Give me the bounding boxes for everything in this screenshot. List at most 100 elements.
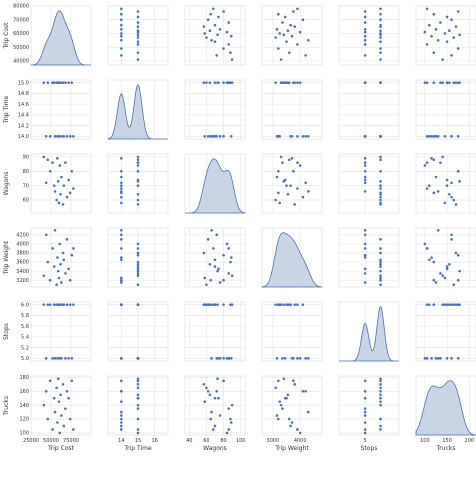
scatter-point bbox=[120, 18, 123, 22]
scatter-point bbox=[72, 303, 75, 306]
scatter-point bbox=[282, 303, 286, 306]
x-tick-label: 15 bbox=[135, 438, 141, 444]
scatter-point bbox=[363, 389, 367, 393]
y-tick-label: 4200 bbox=[16, 233, 29, 239]
scatter-point bbox=[62, 424, 66, 428]
x-axis-label: Stops bbox=[361, 445, 378, 452]
scatter-point bbox=[379, 396, 382, 400]
scatter-point bbox=[432, 12, 436, 16]
scatter-point bbox=[434, 357, 438, 360]
scatter-point bbox=[120, 417, 123, 421]
scatter-point bbox=[432, 51, 436, 54]
scatter-point bbox=[379, 383, 382, 386]
scatter-point bbox=[120, 157, 123, 160]
scatter-point bbox=[216, 269, 219, 273]
scatter-point bbox=[289, 424, 292, 428]
scatter-point bbox=[428, 184, 431, 187]
scatter-point bbox=[51, 161, 54, 164]
scatter-point bbox=[206, 18, 210, 22]
scatter-point bbox=[363, 43, 367, 46]
scatter-point bbox=[439, 161, 442, 164]
scatter-point bbox=[379, 29, 382, 32]
scatter-point bbox=[136, 407, 140, 410]
scatter-point bbox=[68, 417, 72, 421]
scatter-point bbox=[363, 54, 367, 57]
kde-wagons bbox=[185, 158, 246, 214]
panel-frame bbox=[415, 79, 476, 140]
scatter-point bbox=[304, 135, 307, 138]
scatter-point bbox=[136, 203, 140, 206]
scatter-point bbox=[283, 15, 287, 19]
scatter-point bbox=[379, 40, 382, 43]
scatter-point bbox=[379, 195, 382, 199]
scatter-point bbox=[379, 58, 382, 61]
scatter-point bbox=[443, 201, 447, 205]
x-axis-label: Trip Cost bbox=[47, 445, 75, 452]
y-axis-label: Stops bbox=[3, 323, 10, 340]
scatter-point bbox=[120, 389, 123, 393]
scatter-point bbox=[136, 269, 140, 273]
scatter-point bbox=[52, 184, 56, 187]
scatter-point bbox=[379, 389, 382, 393]
panel-frame bbox=[261, 79, 323, 140]
scatter-point bbox=[227, 21, 231, 24]
scatter-point bbox=[51, 428, 54, 431]
scatter-point bbox=[277, 417, 280, 421]
panel-wagons-vs-trucks bbox=[415, 153, 476, 214]
scatter-point bbox=[441, 274, 444, 277]
panel-frame bbox=[338, 227, 400, 288]
scatter-point bbox=[205, 81, 208, 84]
scatter-point bbox=[441, 155, 444, 159]
scatter-point bbox=[363, 421, 367, 424]
scatter-point bbox=[120, 233, 123, 237]
scatter-point bbox=[436, 135, 440, 138]
scatter-point bbox=[363, 169, 367, 173]
scatter-point bbox=[205, 386, 208, 390]
scatter-point bbox=[229, 135, 233, 138]
scatter-point bbox=[136, 198, 140, 202]
scatter-point bbox=[120, 414, 123, 417]
scatter-point bbox=[456, 278, 460, 282]
scatter-point bbox=[296, 7, 299, 11]
scatter-point bbox=[46, 158, 50, 162]
y-tick-label: 70 bbox=[23, 183, 29, 189]
scatter-point bbox=[304, 181, 307, 185]
scatter-point bbox=[292, 357, 295, 360]
scatter-point bbox=[62, 135, 66, 138]
scatter-point bbox=[203, 276, 207, 280]
kde-trucks bbox=[415, 380, 476, 436]
scatter-point bbox=[217, 267, 220, 271]
scatter-point bbox=[67, 267, 70, 271]
scatter-point bbox=[227, 272, 231, 275]
scatter-point bbox=[136, 265, 140, 268]
scatter-point bbox=[65, 303, 69, 306]
scatter-point bbox=[222, 81, 225, 84]
panel-trip-weight-vs-trip-weight bbox=[261, 227, 323, 288]
scatter-point bbox=[229, 260, 232, 264]
panel-stops-vs-trip-time bbox=[107, 301, 169, 362]
x-axis-label: Wagons bbox=[203, 445, 227, 452]
scatter-point bbox=[456, 81, 460, 84]
panel-stops-vs-trucks bbox=[415, 301, 476, 362]
scatter-point bbox=[227, 81, 231, 84]
scatter-point bbox=[136, 357, 140, 360]
scatter-point bbox=[296, 81, 299, 84]
scatter-point bbox=[48, 379, 52, 383]
scatter-point bbox=[53, 357, 57, 360]
scatter-point bbox=[59, 263, 62, 266]
scatter-point bbox=[281, 161, 284, 164]
scatter-point bbox=[298, 81, 302, 84]
scatter-point bbox=[298, 357, 302, 360]
scatter-point bbox=[120, 424, 123, 428]
scatter-point bbox=[229, 357, 233, 360]
panel-trip-cost-vs-wagons bbox=[184, 5, 246, 66]
scatter-point bbox=[379, 269, 382, 273]
scatter-point bbox=[213, 23, 217, 27]
scatter-point bbox=[222, 253, 225, 257]
scatter-point bbox=[136, 274, 140, 277]
scatter-point bbox=[136, 267, 140, 271]
scatter-point bbox=[217, 81, 220, 84]
scatter-point bbox=[120, 54, 123, 57]
scatter-point bbox=[296, 303, 299, 306]
scatter-point bbox=[136, 15, 140, 19]
